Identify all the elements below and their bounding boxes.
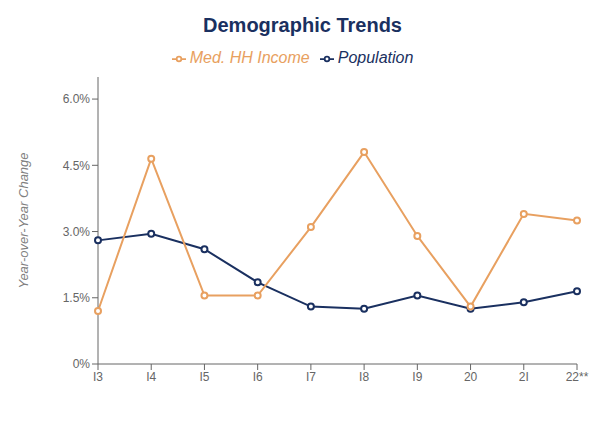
svg-text:3.0%: 3.0%: [63, 225, 91, 239]
svg-text:20: 20: [464, 370, 478, 384]
svg-text:0%: 0%: [73, 357, 91, 371]
svg-text:I6: I6: [253, 370, 263, 384]
svg-text:I8: I8: [359, 370, 369, 384]
svg-text:2I: 2I: [519, 370, 529, 384]
svg-text:I3: I3: [93, 370, 103, 384]
html-text:Demographic Trends: Demographic Trends: [203, 14, 402, 36]
svg-text:I7: I7: [306, 370, 316, 384]
svg-text:22**: 22**: [566, 370, 589, 384]
svg-text:1.5%: 1.5%: [63, 291, 91, 305]
html-text:Med. HH Income: Med. HH Income: [189, 49, 310, 66]
html-text:Population: Population: [337, 49, 414, 66]
svg-text:Year-over-Year Change: Year-over-Year Change: [16, 152, 31, 288]
svg-text:I5: I5: [199, 370, 209, 384]
svg-text:6.0%: 6.0%: [63, 92, 91, 106]
svg-text:I9: I9: [412, 370, 422, 384]
svg-text:4.5%: 4.5%: [63, 159, 91, 173]
svg-text:I4: I4: [146, 370, 156, 384]
